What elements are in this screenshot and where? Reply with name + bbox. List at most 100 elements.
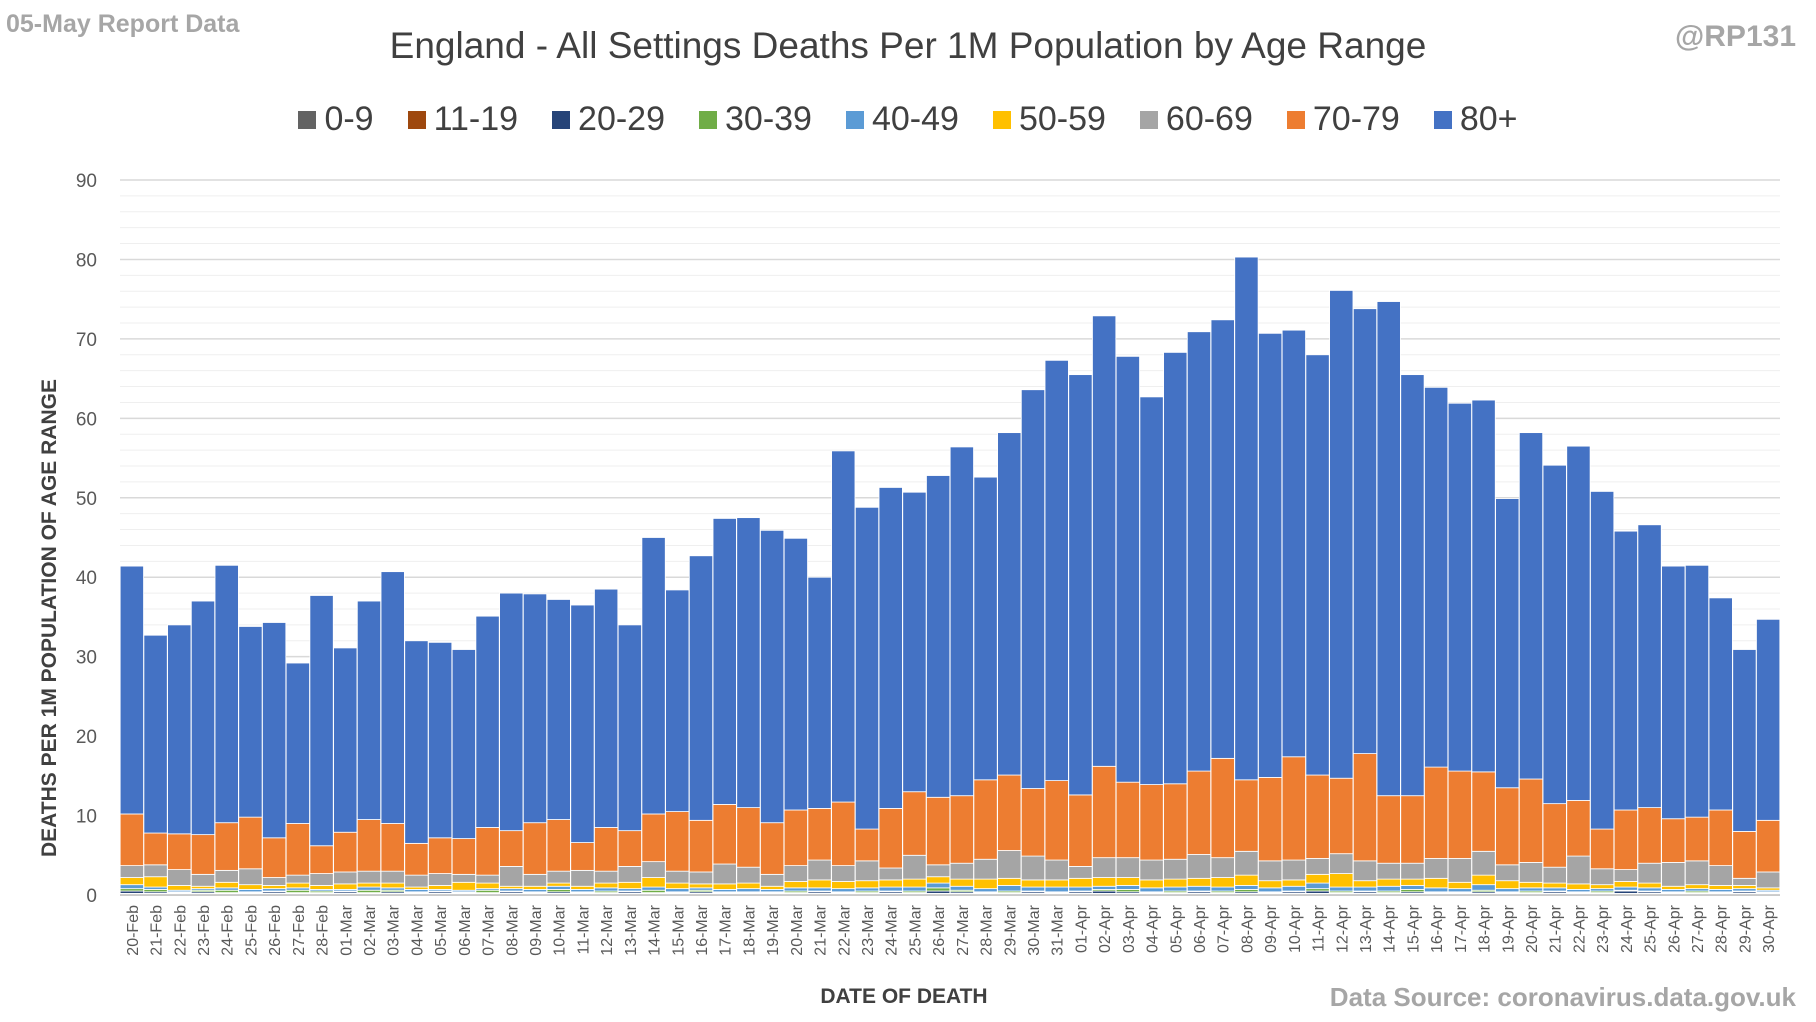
bar-segment xyxy=(854,887,880,892)
bar-segment xyxy=(1376,878,1401,887)
bar-segment xyxy=(1542,803,1567,868)
bar-segment xyxy=(712,883,737,890)
bar-segment xyxy=(214,564,239,824)
bar-segment xyxy=(1447,858,1472,883)
bar-segment xyxy=(1281,859,1306,881)
bar-segment xyxy=(1305,873,1330,884)
x-tick-label: 12-Mar xyxy=(599,904,616,955)
bar-segment xyxy=(1684,816,1710,862)
x-tick-label: 20-Feb xyxy=(125,905,142,956)
bar-segment xyxy=(1518,881,1544,889)
bar-segment xyxy=(356,600,382,820)
bar-segment xyxy=(1400,862,1425,880)
legend-label: 11-19 xyxy=(433,100,519,138)
bar-segment xyxy=(404,640,429,844)
x-tick-label: 05-Apr xyxy=(1168,904,1185,953)
bar-segment xyxy=(1163,878,1188,888)
bar-segment xyxy=(1542,866,1567,884)
bar-segment xyxy=(1637,807,1662,864)
x-tick-label: 27-Mar xyxy=(955,904,972,955)
bar-segment xyxy=(1305,858,1330,875)
x-tick-label: 28-Apr xyxy=(1714,904,1731,953)
bar-segment xyxy=(428,641,453,839)
bar-segment xyxy=(119,813,144,867)
x-tick-label: 10-Apr xyxy=(1287,904,1304,953)
bar-segment xyxy=(1044,359,1069,782)
bar-segment xyxy=(878,886,903,892)
x-tick-label: 26-Feb xyxy=(267,905,284,956)
bar-segment xyxy=(475,882,500,890)
bar-segment xyxy=(1424,877,1449,889)
bar-segment xyxy=(1115,885,1140,890)
bar-segment xyxy=(973,858,998,880)
bar-segment xyxy=(356,819,382,872)
bar-segment xyxy=(570,885,595,890)
bar-segment xyxy=(783,809,808,867)
bar-segment xyxy=(1281,329,1306,758)
bar-segment xyxy=(1092,885,1117,890)
legend-item: 80+ xyxy=(1433,100,1518,139)
bar-segment xyxy=(1234,850,1259,876)
y-tick-label: 90 xyxy=(76,171,97,192)
bar-segment xyxy=(356,886,382,891)
bar-segment xyxy=(1139,396,1164,785)
bar-segment xyxy=(1732,649,1757,832)
bar-segment xyxy=(1258,887,1283,893)
bar-segment xyxy=(831,450,856,803)
bar-segment xyxy=(522,822,548,875)
bar-segment xyxy=(712,518,737,805)
bar-segment xyxy=(1495,880,1520,890)
legend-label: 60-69 xyxy=(1165,100,1253,138)
bar-segment xyxy=(1447,770,1472,859)
bar-segment xyxy=(119,877,144,886)
bar-segment xyxy=(949,446,974,797)
bar-segment xyxy=(1495,864,1520,882)
bar-segment xyxy=(1139,784,1164,861)
bar-segment xyxy=(1613,881,1638,888)
bar-segment xyxy=(1163,351,1188,785)
bar-segment xyxy=(546,599,571,820)
bar-segment xyxy=(878,487,903,809)
bar-segment xyxy=(1258,777,1283,862)
legend-item: 30-39 xyxy=(699,100,812,139)
bar-segment xyxy=(1495,787,1520,866)
bar-segment xyxy=(783,865,808,882)
bar-segment xyxy=(594,827,619,872)
bar-segment xyxy=(451,649,476,839)
x-tick-label: 15-Apr xyxy=(1405,904,1422,953)
bar-segment xyxy=(783,881,808,889)
bar-segment xyxy=(997,850,1022,879)
legend-label: 20-29 xyxy=(578,100,665,138)
x-tick-label: 21-Feb xyxy=(149,905,166,956)
bar-segment xyxy=(1068,374,1093,796)
bar-segment xyxy=(1424,887,1449,893)
bar-segment xyxy=(1352,886,1378,892)
bar-segment xyxy=(1258,332,1283,778)
bar-segment xyxy=(854,828,880,862)
bar-segment xyxy=(736,517,761,809)
bar-segment xyxy=(1471,399,1496,773)
y-tick-label: 60 xyxy=(76,409,97,430)
x-tick-label: 09-Mar xyxy=(528,904,545,955)
bar-segment xyxy=(1068,866,1093,879)
bar-segment xyxy=(1471,771,1496,852)
bar-segment xyxy=(1234,874,1259,886)
x-tick-label: 14-Mar xyxy=(647,904,664,955)
bar-segment xyxy=(1186,877,1212,887)
x-tick-label: 10-Mar xyxy=(552,904,569,955)
bar-segment xyxy=(641,861,666,878)
bar-segment xyxy=(1068,886,1093,892)
bar-segment xyxy=(1305,354,1330,776)
bar-segment xyxy=(143,634,168,834)
x-tick-label: 22-Apr xyxy=(1571,904,1588,953)
x-tick-label: 27-Apr xyxy=(1690,904,1707,953)
bar-segment xyxy=(1732,877,1757,886)
bar-segment xyxy=(143,864,168,878)
bar-segment xyxy=(1186,885,1212,892)
bar-segment xyxy=(1661,818,1686,863)
bar-segment xyxy=(1637,887,1662,892)
legend-item: 60-69 xyxy=(1139,100,1253,139)
bar-segment xyxy=(807,808,832,861)
report-date-label: 05-May Report Data xyxy=(6,10,240,38)
bar-segment xyxy=(1447,402,1472,772)
